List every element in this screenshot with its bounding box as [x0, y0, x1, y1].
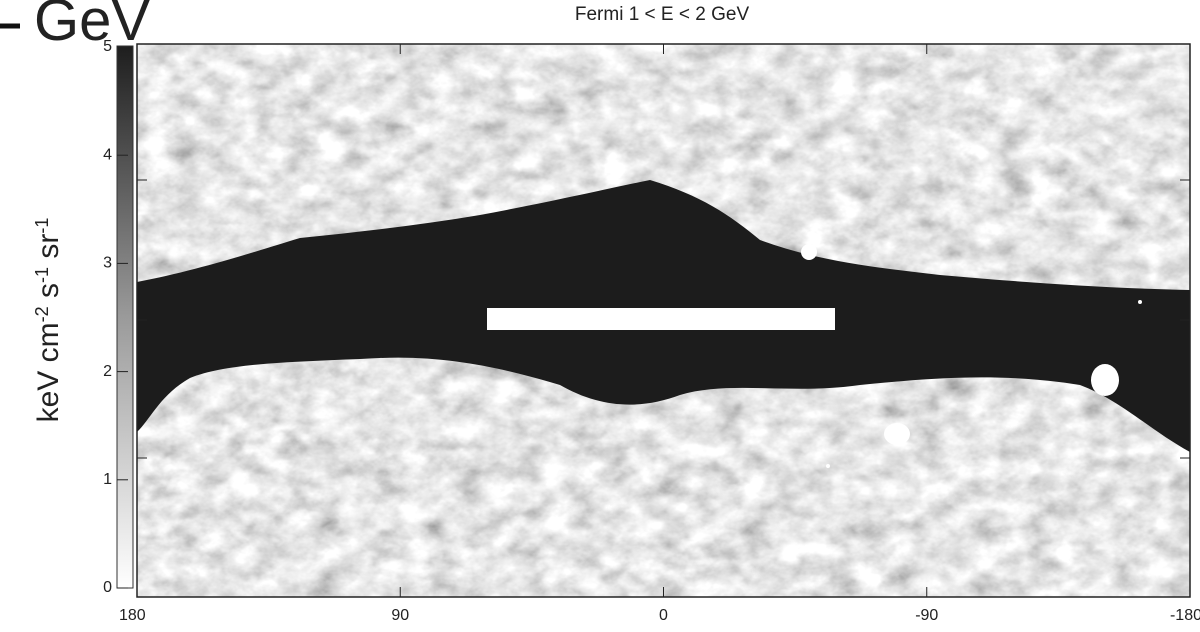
x-tick-label: 180	[119, 607, 146, 624]
label-part: sr	[32, 234, 65, 267]
masked-source	[884, 423, 910, 445]
label-part: -2	[32, 306, 52, 322]
label-part: keV cm	[32, 322, 65, 422]
sky-map	[137, 44, 1190, 597]
chart-title: Fermi 1 < E < 2 GeV	[575, 4, 750, 25]
latitude-ticks	[137, 179, 1190, 459]
colorbar-tick-label: 3	[103, 255, 112, 272]
colorbar-tick-label: 1	[103, 471, 112, 488]
colorbar-tick-label: 5	[103, 38, 112, 55]
x-tick-label: -90	[915, 607, 938, 624]
x-tick-label: 90	[391, 607, 409, 624]
masked-source	[801, 244, 817, 260]
colorbar-tick-label: 2	[103, 363, 112, 380]
masked-region	[487, 308, 835, 330]
masked-source	[826, 464, 830, 468]
label-part: s	[32, 283, 65, 306]
colorbar	[116, 45, 134, 589]
header-fragment: GeV	[34, 0, 150, 53]
colorbar-tick-label: 4	[103, 146, 112, 163]
masked-source	[1138, 300, 1142, 304]
x-tick-label: 0	[659, 607, 668, 624]
label-part: -1	[32, 267, 52, 283]
masked-source	[1091, 364, 1119, 396]
colorbar-tick-label: 0	[103, 579, 112, 596]
label-part: -1	[32, 218, 52, 234]
y-axis-label: keV cm-2 s-1 sr-1	[32, 218, 65, 423]
x-tick-label: -180	[1170, 607, 1200, 624]
